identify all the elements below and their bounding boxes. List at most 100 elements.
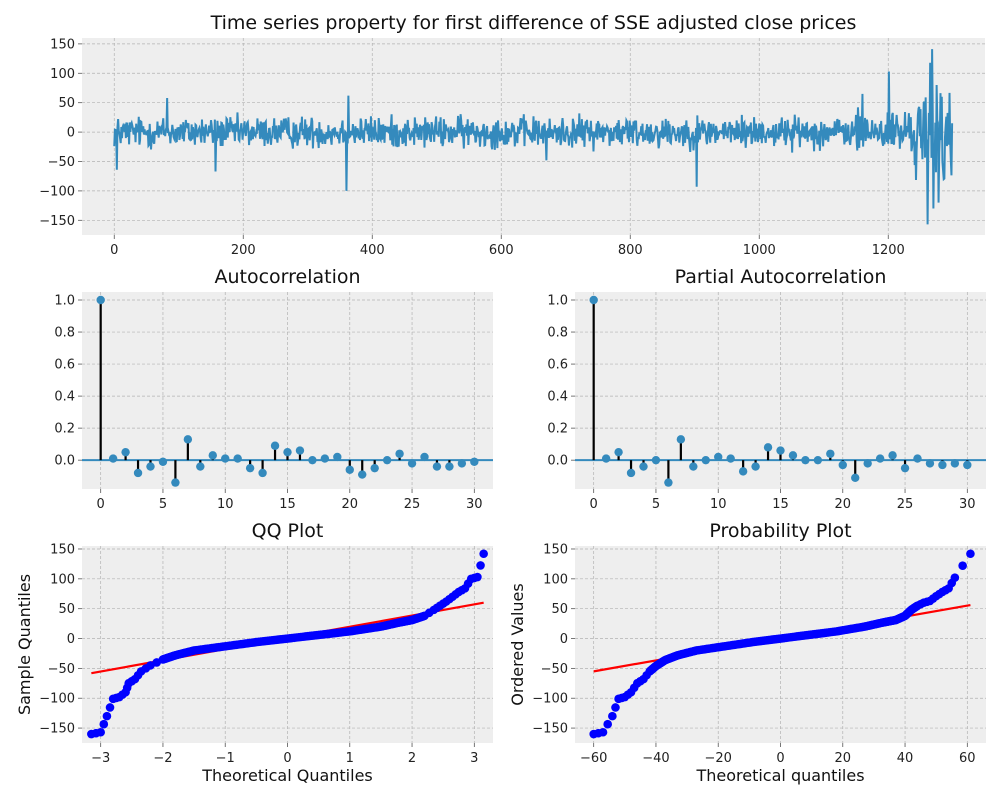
pacf-axes: 0 5 10 15 20 25 30 0.0 0.2 0.4 0.6 0.8 1.0 Partial Au…: [547, 266, 986, 512]
qq-point: [99, 719, 109, 729]
prob-ytick-label: 100: [543, 572, 568, 587]
prob-grid: [575, 546, 986, 743]
acf-marker: [183, 435, 193, 444]
acf-marker: [295, 446, 305, 455]
acf-ytick-label: 0.4: [54, 390, 75, 405]
qq-point: [473, 572, 482, 582]
pacf-marker: [614, 447, 623, 457]
timeseries-ytick-label: 150: [50, 37, 75, 52]
prob-point: [603, 719, 612, 729]
acf-xtick-label: 10: [217, 497, 234, 512]
pacf-marker: [851, 473, 860, 482]
pacf-marker: [788, 451, 798, 460]
qq-ytick-label: 150: [50, 542, 75, 557]
pacf-marker: [813, 455, 823, 465]
qq-title: QQ Plot: [252, 520, 324, 542]
acf-xtick-label: 15: [279, 497, 296, 512]
prob-point: [958, 561, 967, 570]
acf-marker: [258, 468, 267, 478]
prob-axes: −60 −40 −20 0 20 40 60 −150 −100 −50 0 50 100 150 Prob…: [508, 520, 986, 785]
acf-marker: [283, 447, 292, 457]
acf-marker: [208, 451, 217, 460]
pacf-marker: [900, 463, 910, 473]
acf-ytick-label: 0.0: [54, 454, 75, 469]
prob-xtick-label: −20: [705, 751, 732, 766]
pacf-ytick-label: 1.0: [547, 294, 568, 309]
acf-marker: [121, 447, 130, 457]
prob-xtick-label: 20: [834, 751, 851, 766]
acf-xtick-label: 30: [466, 497, 483, 512]
pacf-marker: [776, 446, 785, 455]
pacf-marker: [689, 462, 698, 471]
qq-ytick-label: −50: [48, 662, 75, 677]
qq-xtick-label: −2: [153, 751, 172, 766]
timeseries-ytick-label: 50: [58, 96, 75, 111]
prob-ytick-label: −50: [541, 662, 568, 677]
qq-point: [96, 727, 105, 737]
pacf-marker: [888, 451, 897, 460]
acf-marker: [358, 470, 367, 479]
acf-xtick-label: 25: [404, 497, 421, 512]
acf-marker: [171, 478, 180, 487]
pacf-xtick-label: 0: [590, 497, 598, 512]
qq-xtick-label: −1: [216, 751, 235, 766]
pacf-marker: [963, 460, 972, 470]
acf-marker: [158, 457, 168, 466]
pacf-xtick-label: 15: [772, 497, 789, 512]
acf-marker: [370, 463, 379, 473]
qq-xtick-label: 2: [408, 751, 416, 766]
pacf-marker: [738, 467, 748, 476]
prob-ytick-label: 50: [551, 602, 568, 617]
timeseries-xtick-label: 400: [360, 243, 385, 258]
qq-point: [105, 703, 115, 712]
pacf-marker: [714, 452, 723, 462]
pacf-marker: [626, 468, 636, 478]
qq-ylabel: Sample Quantiles: [15, 574, 34, 715]
prob-xtick-label: −40: [642, 751, 669, 766]
prob-xtick-label: 60: [959, 751, 976, 766]
qq-ytick-label: −150: [39, 722, 75, 737]
pacf-xtick-label: 10: [710, 497, 727, 512]
pacf-marker: [913, 454, 922, 463]
acf-xtick-label: 0: [97, 497, 105, 512]
acf-marker: [196, 462, 205, 471]
acf-marker: [345, 465, 354, 474]
timeseries-xtick-label: 200: [231, 243, 256, 258]
qq-xtick-label: −3: [91, 751, 110, 766]
timeseries-xtick-label: 800: [618, 243, 643, 258]
pacf-marker: [838, 460, 847, 470]
pacf-marker: [763, 443, 773, 452]
qq-ytick-label: 0: [67, 632, 75, 647]
qq-xtick-label: 1: [346, 751, 354, 766]
pacf-marker: [726, 454, 735, 463]
timeseries-ytick-label: −100: [39, 184, 75, 199]
prob-point: [966, 549, 975, 559]
acf-title: Autocorrelation: [214, 266, 360, 288]
pacf-marker: [751, 462, 760, 471]
qq-xtick-label: 0: [283, 751, 291, 766]
acf-marker: [96, 295, 105, 305]
timeseries-series-line: [113, 49, 954, 225]
pacf-marker: [875, 454, 885, 463]
pacf-xtick-label: 30: [959, 497, 976, 512]
pacf-ytick-label: 0.8: [547, 326, 568, 341]
timeseries-ytick-label: −50: [48, 155, 75, 170]
pacf-ytick-label: 0.0: [547, 454, 568, 469]
prob-point: [950, 573, 960, 582]
qq-ytick-label: 50: [58, 602, 75, 617]
prob-ytick-label: −100: [532, 692, 568, 707]
acf-marker: [133, 468, 143, 478]
prob-ytick-label: −150: [532, 722, 568, 737]
pacf-marker: [925, 459, 935, 468]
acf-marker: [245, 463, 255, 473]
pacf-marker: [801, 455, 810, 465]
timeseries-xtick-label: 1000: [743, 243, 776, 258]
qq-ytick-label: 100: [50, 572, 75, 587]
prob-point: [608, 711, 617, 721]
timeseries-title: Time series property for first differenc…: [210, 12, 857, 34]
timeseries-ytick-label: 0: [67, 126, 75, 141]
prob-xtick-label: 0: [776, 751, 784, 766]
acf-marker: [233, 454, 242, 463]
pacf-marker: [938, 460, 947, 470]
acf-marker: [457, 459, 467, 468]
